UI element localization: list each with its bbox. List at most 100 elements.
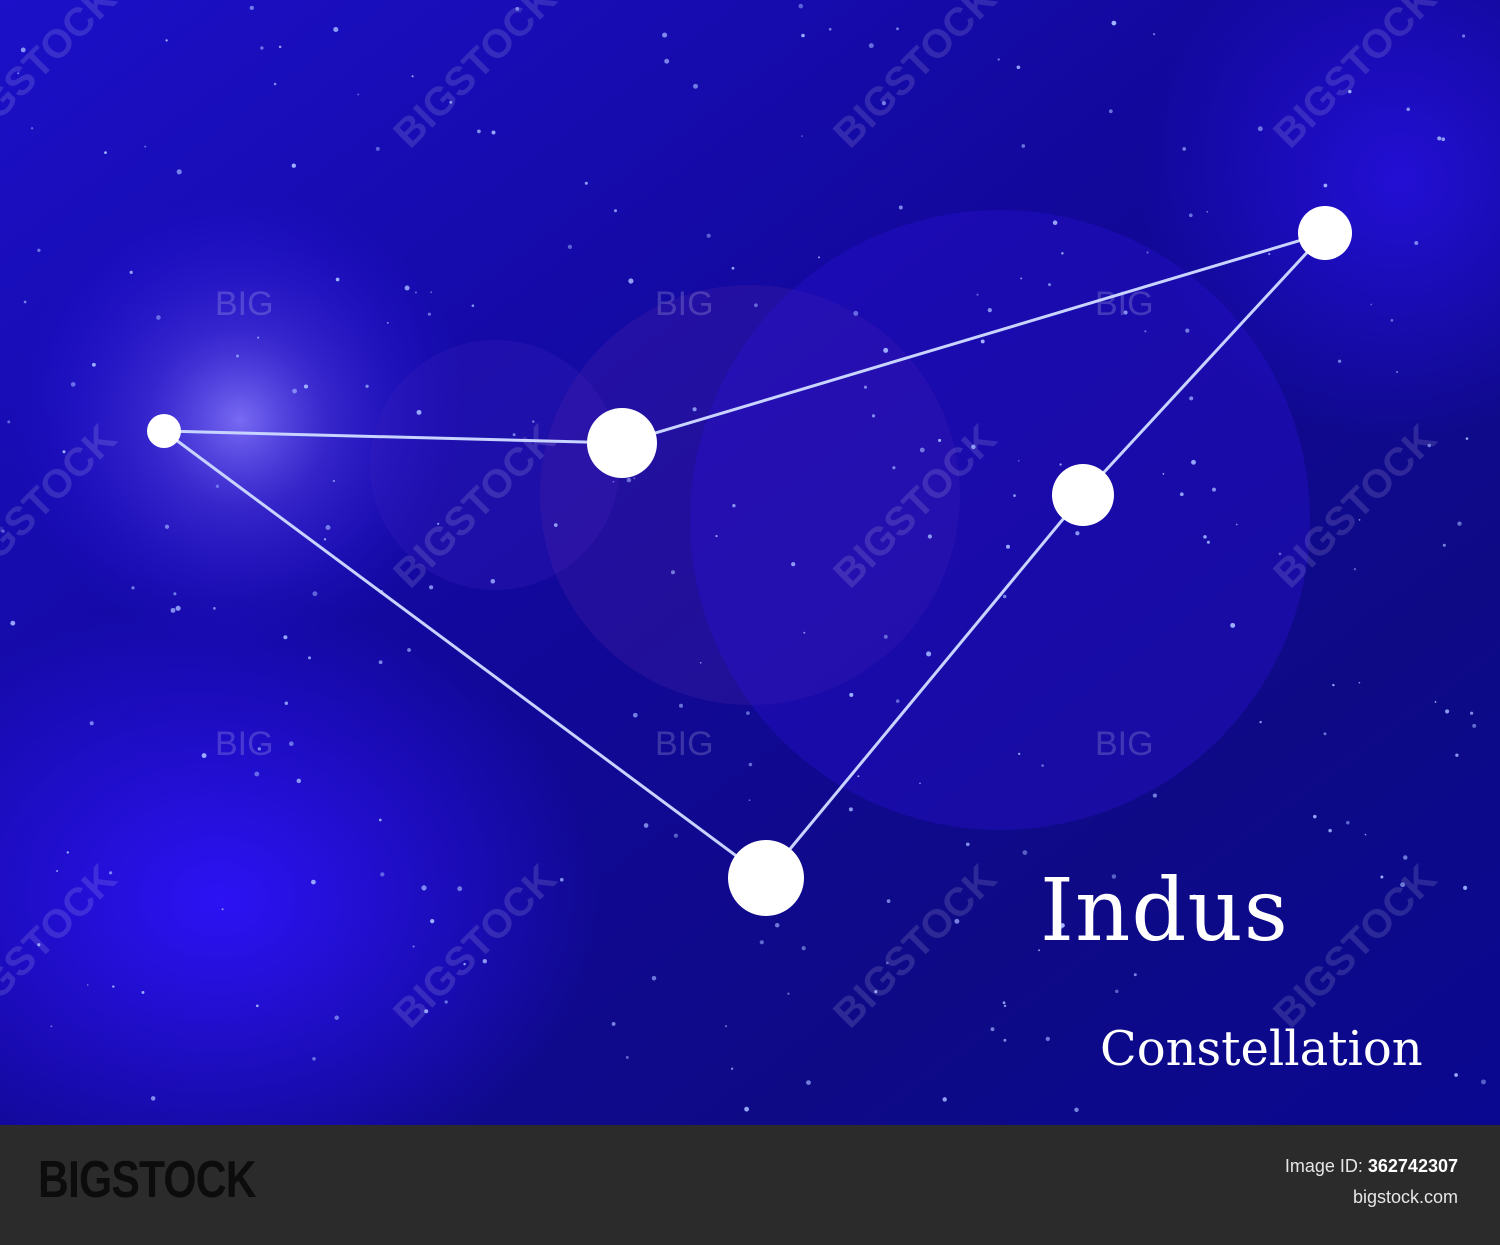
tiny-star bbox=[380, 872, 385, 877]
tiny-star bbox=[699, 661, 702, 664]
tiny-star bbox=[131, 586, 135, 590]
watermark-big: BIG bbox=[1095, 725, 1154, 763]
tiny-star bbox=[1075, 531, 1080, 536]
tiny-star bbox=[732, 504, 736, 508]
tiny-star bbox=[1427, 443, 1432, 448]
tiny-star bbox=[437, 522, 440, 525]
tiny-star bbox=[144, 145, 147, 148]
tiny-star bbox=[1313, 814, 1317, 819]
tiny-star bbox=[987, 307, 992, 313]
tiny-star bbox=[1364, 833, 1367, 836]
tiny-star bbox=[1323, 183, 1328, 188]
tiny-star bbox=[1259, 720, 1262, 724]
tiny-star bbox=[725, 1025, 727, 1027]
tiny-star bbox=[1337, 359, 1342, 363]
tiny-star bbox=[421, 885, 427, 891]
tiny-star bbox=[257, 336, 260, 339]
tiny-star bbox=[1206, 540, 1210, 544]
tiny-star bbox=[803, 631, 806, 634]
tiny-star bbox=[37, 248, 41, 252]
tiny-star bbox=[965, 842, 970, 847]
tiny-star bbox=[1188, 213, 1193, 218]
tiny-star bbox=[1203, 535, 1207, 539]
tiny-star bbox=[693, 83, 698, 89]
tiny-star bbox=[885, 961, 889, 965]
tiny-star bbox=[303, 384, 309, 389]
tiny-star bbox=[156, 315, 161, 320]
tiny-star bbox=[296, 778, 302, 784]
tiny-star bbox=[292, 388, 298, 394]
tiny-star bbox=[411, 75, 414, 78]
tiny-star bbox=[1212, 487, 1216, 492]
tiny-star bbox=[457, 886, 463, 892]
tiny-star bbox=[1061, 252, 1064, 255]
tiny-star bbox=[1111, 20, 1117, 26]
constellation-line bbox=[621, 231, 1326, 445]
constellation-name: Indus bbox=[1040, 861, 1289, 961]
tiny-star bbox=[288, 741, 294, 747]
tiny-star bbox=[221, 908, 224, 911]
tiny-star bbox=[66, 851, 69, 854]
tiny-star bbox=[818, 256, 820, 259]
tiny-star bbox=[643, 823, 649, 828]
tiny-star bbox=[679, 703, 683, 708]
tiny-star bbox=[112, 985, 115, 988]
tiny-star bbox=[17, 72, 20, 75]
tiny-star bbox=[284, 701, 289, 705]
tiny-star bbox=[260, 46, 264, 50]
tiny-star bbox=[774, 922, 780, 928]
tiny-star bbox=[150, 1096, 156, 1101]
tiny-star bbox=[404, 285, 410, 291]
tiny-star bbox=[881, 101, 886, 106]
tiny-star bbox=[1323, 732, 1327, 736]
tiny-star bbox=[828, 27, 832, 31]
tiny-star bbox=[1462, 34, 1466, 38]
tiny-star bbox=[706, 233, 711, 238]
tiny-star bbox=[731, 266, 735, 270]
tiny-star bbox=[1059, 463, 1062, 466]
tiny-star bbox=[567, 244, 573, 249]
tiny-star bbox=[857, 775, 860, 778]
tiny-star bbox=[1179, 492, 1184, 497]
tiny-star bbox=[375, 146, 380, 151]
tiny-star bbox=[1052, 220, 1058, 225]
tiny-star bbox=[1016, 65, 1021, 70]
tiny-star bbox=[1454, 1073, 1458, 1077]
tiny-star bbox=[754, 303, 758, 308]
tiny-star bbox=[1441, 137, 1446, 142]
tiny-star bbox=[926, 651, 932, 657]
tiny-star bbox=[927, 534, 933, 539]
tiny-star bbox=[715, 535, 718, 538]
tiny-star bbox=[176, 169, 182, 175]
tiny-star bbox=[1133, 973, 1137, 977]
tiny-star bbox=[378, 660, 383, 665]
tiny-star bbox=[89, 721, 94, 726]
tiny-star bbox=[759, 940, 764, 945]
watermark-big: BIG bbox=[655, 725, 714, 763]
tiny-star bbox=[898, 205, 903, 210]
tiny-star bbox=[37, 943, 41, 947]
tiny-star bbox=[10, 620, 16, 626]
tiny-star bbox=[1457, 521, 1462, 526]
tiny-star bbox=[213, 607, 216, 610]
tiny-star bbox=[378, 818, 382, 822]
watermark-big: BIG bbox=[215, 285, 274, 323]
tiny-star bbox=[1162, 473, 1165, 475]
tiny-star bbox=[1472, 723, 1477, 728]
tiny-star bbox=[257, 747, 261, 751]
tiny-star bbox=[1390, 319, 1394, 322]
tiny-star bbox=[334, 1015, 339, 1020]
tiny-star bbox=[1191, 459, 1196, 465]
tiny-star bbox=[332, 479, 336, 483]
tiny-star bbox=[1123, 310, 1128, 315]
tiny-star bbox=[868, 43, 874, 49]
tiny-star bbox=[1202, 931, 1207, 936]
tiny-star bbox=[407, 648, 411, 652]
tiny-star bbox=[312, 591, 318, 597]
tiny-star bbox=[613, 209, 618, 213]
constellation-stars bbox=[147, 206, 1352, 916]
flare-circle bbox=[540, 285, 960, 705]
tiny-star bbox=[283, 635, 288, 640]
tiny-star bbox=[215, 484, 220, 488]
star bbox=[587, 408, 657, 478]
